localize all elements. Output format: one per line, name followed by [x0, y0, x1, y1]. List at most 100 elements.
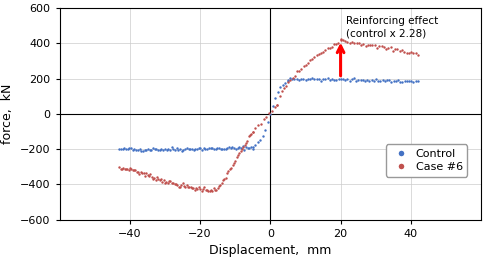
Point [302, 62, 310, 67]
Point [247, 145, 255, 150]
Point [127, 166, 135, 171]
Point [268, 109, 276, 113]
Point [230, 161, 238, 166]
Point [382, 47, 390, 51]
Point [337, 38, 345, 43]
Point [398, 48, 406, 53]
Point [374, 79, 382, 83]
Point [208, 189, 216, 193]
Point [373, 46, 381, 50]
Point [137, 170, 145, 174]
Point [414, 53, 422, 57]
Point [297, 77, 305, 81]
Point [176, 147, 184, 151]
Point [332, 78, 340, 83]
Point [396, 80, 404, 84]
Point [293, 77, 301, 81]
Point [122, 147, 130, 151]
Point [315, 77, 323, 81]
Point [269, 104, 277, 108]
Point [181, 147, 189, 151]
Point [142, 171, 150, 175]
Point [300, 77, 308, 81]
Point [407, 79, 415, 83]
Point [332, 42, 340, 46]
Point [198, 148, 206, 152]
Point [186, 147, 194, 151]
Point [125, 146, 133, 150]
Point [278, 89, 286, 93]
Point [392, 79, 400, 83]
Point [273, 103, 281, 108]
Point [129, 147, 137, 152]
Point [200, 146, 208, 151]
Point [405, 79, 413, 83]
Point [281, 80, 289, 85]
Point [237, 149, 245, 153]
Point [184, 184, 192, 189]
Point [120, 166, 127, 170]
Point [326, 77, 334, 82]
Point [216, 183, 224, 188]
Point [165, 178, 173, 183]
Point [186, 185, 193, 189]
Point [235, 151, 243, 155]
Point [337, 37, 345, 42]
Point [260, 117, 268, 121]
Point [154, 177, 162, 181]
Point [130, 168, 138, 173]
Point [319, 77, 327, 81]
Point [180, 148, 187, 152]
Point [398, 80, 406, 84]
Point [193, 186, 201, 191]
Point [212, 147, 220, 151]
Point [337, 77, 345, 81]
Point [369, 43, 376, 47]
Point [131, 168, 139, 172]
Point [191, 147, 199, 152]
Point [229, 163, 237, 168]
Point [315, 52, 323, 56]
Point [188, 186, 196, 190]
Point [334, 41, 342, 45]
Point [148, 174, 156, 179]
Point [355, 41, 363, 46]
Point [168, 181, 176, 185]
Point [343, 40, 351, 44]
Point [401, 79, 409, 83]
Point [361, 79, 369, 83]
Point [189, 186, 197, 190]
Point [212, 188, 220, 192]
Point [122, 166, 130, 171]
Point [150, 176, 158, 180]
Point [237, 146, 245, 150]
Point [177, 183, 185, 187]
Point [276, 94, 284, 98]
Point [172, 181, 180, 186]
Point [306, 77, 314, 81]
Point [152, 178, 160, 183]
Point [154, 148, 162, 152]
Point [220, 147, 228, 151]
Point [410, 80, 418, 84]
Point [126, 165, 134, 170]
Point [308, 76, 316, 80]
Point [167, 179, 175, 183]
Point [291, 77, 299, 81]
Point [249, 147, 257, 151]
Point [185, 147, 192, 151]
Point [335, 77, 343, 81]
Point [215, 184, 223, 188]
Point [222, 176, 230, 180]
Point [196, 187, 204, 191]
Point [234, 152, 242, 157]
Point [284, 80, 292, 84]
Point [246, 146, 253, 150]
Point [363, 78, 371, 82]
Point [310, 55, 318, 59]
Point [197, 189, 205, 193]
Point [157, 177, 165, 181]
Point [233, 155, 241, 159]
Point [310, 77, 318, 81]
Point [214, 186, 222, 190]
